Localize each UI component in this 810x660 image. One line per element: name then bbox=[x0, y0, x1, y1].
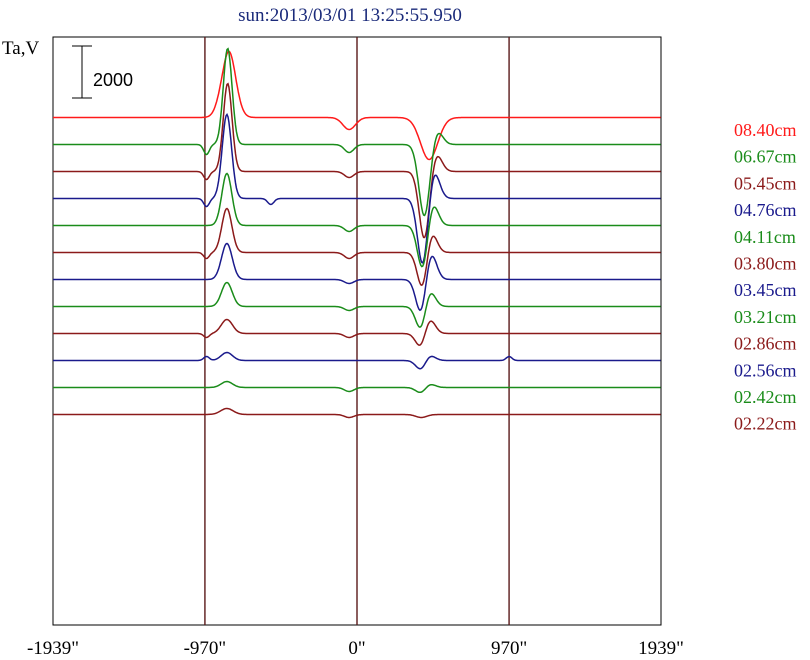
series-line-0 bbox=[53, 50, 661, 161]
x-tick-label-4: 1939" bbox=[638, 638, 684, 659]
y-axis-label: Ta,V bbox=[2, 38, 39, 59]
legend-item-7: 03.21cm bbox=[734, 307, 797, 327]
series-line-8 bbox=[53, 318, 661, 346]
series-line-9 bbox=[53, 351, 661, 370]
legend-item-1: 06.67cm bbox=[734, 147, 797, 167]
series-line-7 bbox=[53, 281, 661, 329]
series-line-5 bbox=[53, 207, 661, 287]
legend-item-0: 08.40cm bbox=[734, 120, 797, 140]
series-line-3 bbox=[53, 113, 661, 264]
x-tick-label-2: 0" bbox=[348, 638, 365, 659]
legend-item-2: 05.45cm bbox=[734, 173, 797, 193]
series-line-4 bbox=[53, 172, 661, 268]
x-tick-label-0: -1939" bbox=[27, 638, 79, 659]
x-tick-label-3: 970" bbox=[491, 638, 527, 659]
chart-title: sun:2013/03/01 13:25:55.950 bbox=[238, 5, 462, 26]
legend-item-9: 02.56cm bbox=[734, 360, 797, 380]
legend-item-10: 02.42cm bbox=[734, 387, 797, 407]
series-line-10 bbox=[53, 380, 661, 394]
legend-item-11: 02.22cm bbox=[734, 414, 797, 434]
series-line-1 bbox=[53, 47, 661, 217]
legend-item-8: 02.86cm bbox=[734, 334, 797, 354]
x-tick-labels: -1939" -970" 0" 970" 1939" bbox=[27, 638, 684, 659]
legend-item-4: 04.11cm bbox=[734, 227, 796, 247]
scale-bar-label: 2000 bbox=[93, 70, 133, 90]
series-lines bbox=[53, 47, 661, 419]
legend-item-5: 03.80cm bbox=[734, 254, 797, 274]
scale-bar bbox=[72, 45, 92, 99]
legend-item-6: 03.45cm bbox=[734, 280, 797, 300]
legend-item-3: 04.76cm bbox=[734, 200, 797, 220]
legend: 08.40cm 06.67cm 05.45cm 04.76cm 04.11cm 03.80… bbox=[734, 120, 797, 434]
series-line-2 bbox=[53, 82, 661, 239]
x-tick-label-1: -970" bbox=[184, 638, 227, 659]
series-line-11 bbox=[53, 407, 661, 419]
gridlines bbox=[204, 37, 510, 625]
series-line-6 bbox=[53, 242, 661, 312]
